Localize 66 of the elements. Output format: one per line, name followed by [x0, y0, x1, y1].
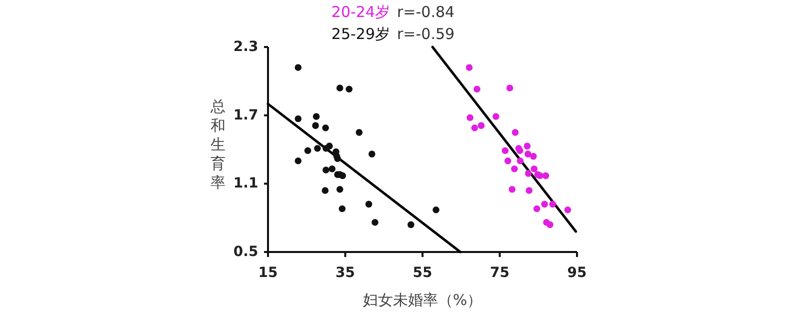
point: [339, 172, 346, 180]
x-tick-label: 15: [258, 264, 278, 281]
y-tick-label: 2.3: [233, 39, 258, 55]
point: [336, 84, 344, 92]
point: [478, 122, 485, 129]
text: r=-0.84: [397, 3, 455, 21]
point: [372, 218, 378, 226]
y-tick-label: 0.5: [233, 244, 258, 260]
point: [326, 142, 333, 150]
point: [312, 113, 320, 120]
point: [432, 206, 440, 214]
point: [541, 200, 548, 208]
point: [524, 150, 532, 158]
y-tick-label: 1.1: [233, 176, 258, 192]
point: [365, 200, 372, 208]
point: [546, 221, 554, 228]
point: [502, 147, 509, 154]
y-tick-label: 1.7: [233, 107, 258, 124]
x-tick-label: 95: [567, 264, 587, 281]
point: [533, 205, 540, 212]
point: [508, 186, 516, 193]
x-tick-label: 55: [412, 264, 432, 281]
point: [466, 64, 473, 71]
y-axis-title: 总和生育率: [210, 98, 226, 192]
point: [346, 86, 353, 93]
point: [408, 221, 414, 228]
point: [314, 144, 321, 152]
point: [524, 142, 531, 150]
point: [506, 84, 514, 92]
point: [516, 157, 524, 164]
point: [312, 122, 319, 129]
point: [524, 170, 532, 177]
point: [492, 113, 500, 120]
x-axis-title: 妇女未婚率（%）: [362, 291, 482, 309]
x-tick-label: 75: [490, 264, 510, 281]
point: [530, 152, 537, 160]
point: [338, 205, 346, 212]
point: [304, 147, 312, 154]
point: [322, 166, 330, 174]
point: [334, 155, 341, 162]
point: [512, 129, 519, 136]
point: [466, 114, 474, 122]
text: r=-0.59: [397, 25, 455, 43]
point: [336, 186, 344, 193]
point: [471, 124, 478, 132]
x-tick-label: 35: [336, 264, 355, 281]
point: [328, 165, 336, 172]
point: [294, 157, 302, 164]
point: [536, 172, 544, 180]
point: [542, 172, 550, 180]
point: [530, 165, 538, 172]
point: [564, 206, 572, 214]
point: [294, 64, 302, 71]
text: 25-29岁: [331, 25, 390, 43]
point: [368, 150, 376, 158]
point: [356, 129, 363, 136]
point: [516, 147, 524, 154]
point: [322, 187, 329, 194]
point: [511, 165, 518, 172]
point: [526, 187, 533, 194]
point: [474, 86, 480, 93]
text: 20-24岁: [331, 3, 390, 21]
point: [322, 124, 329, 132]
point: [549, 200, 556, 208]
point: [504, 157, 512, 164]
point: [294, 115, 302, 122]
